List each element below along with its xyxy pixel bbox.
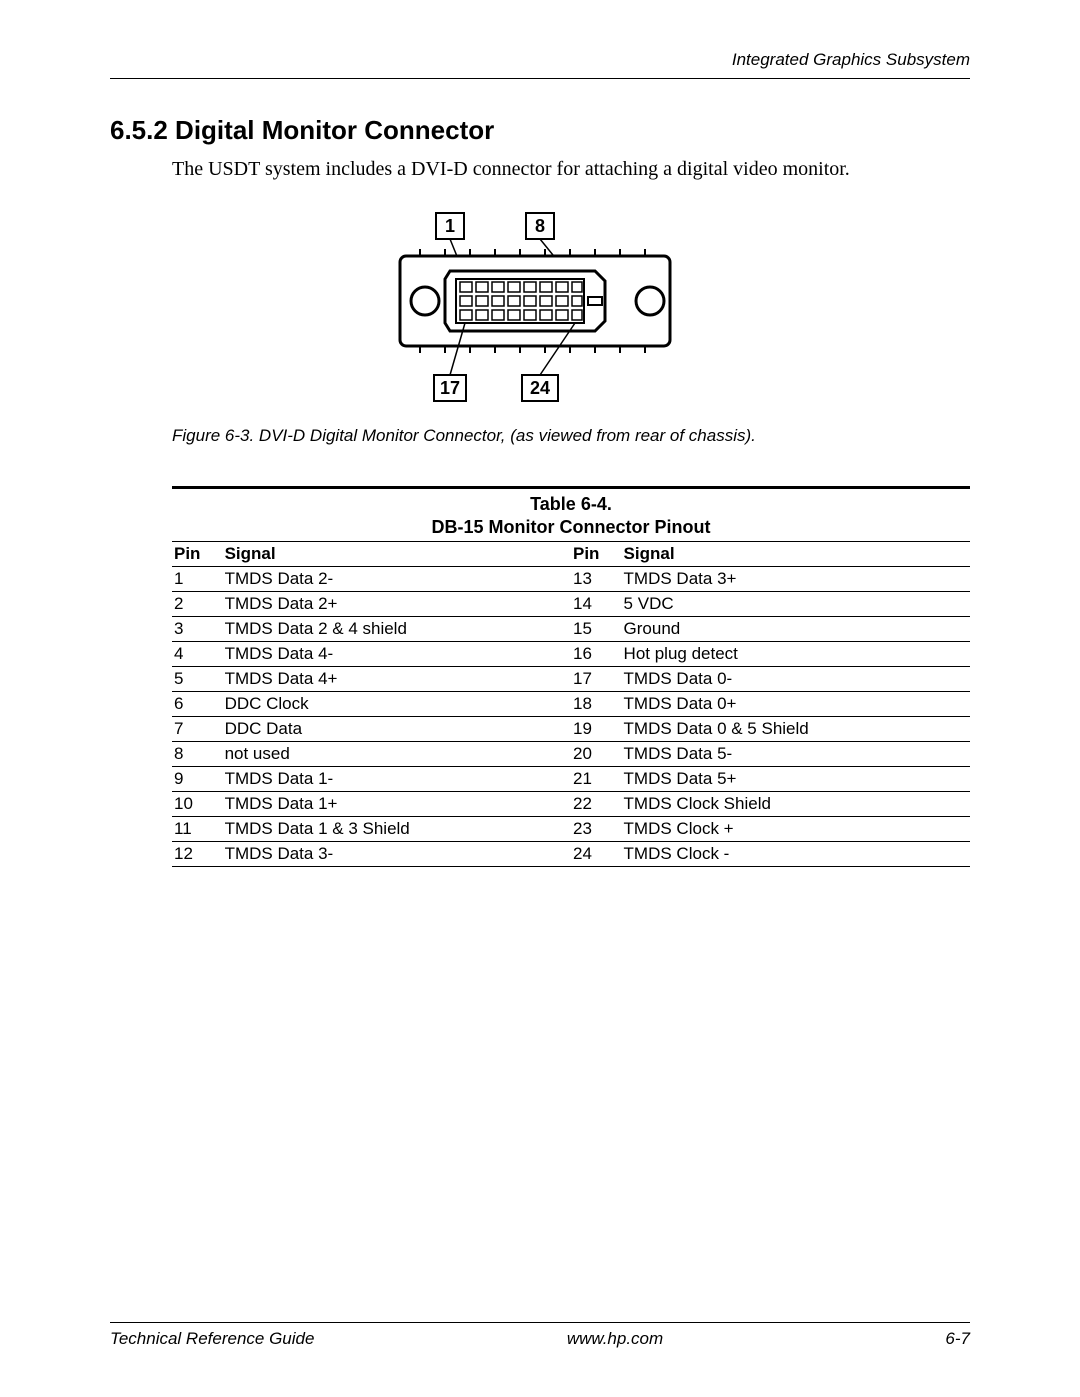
table-title-line2: DB-15 Monitor Connector Pinout xyxy=(432,517,711,537)
cell-signal: TMDS Data 0+ xyxy=(622,692,970,717)
cell-pin: 13 xyxy=(571,567,622,592)
cell-signal: TMDS Data 0 & 5 Shield xyxy=(622,717,970,742)
cell-pin: 9 xyxy=(172,767,223,792)
table-row: 8not used20TMDS Data 5- xyxy=(172,742,970,767)
table-title-line1: Table 6-4. xyxy=(530,494,612,514)
cell-signal: TMDS Data 5+ xyxy=(622,767,970,792)
section-title: 6.5.2 Digital Monitor Connector xyxy=(110,115,970,146)
cell-signal: TMDS Data 2 & 4 shield xyxy=(223,617,571,642)
cell-signal: TMDS Data 4+ xyxy=(223,667,571,692)
cell-pin: 17 xyxy=(571,667,622,692)
label-1: 1 xyxy=(445,216,455,236)
cell-signal: TMDS Data 0- xyxy=(622,667,970,692)
footer-center: www.hp.com xyxy=(360,1329,870,1349)
table-row: 7DDC Data19TMDS Data 0 & 5 Shield xyxy=(172,717,970,742)
table-row: 12TMDS Data 3-24TMDS Clock - xyxy=(172,842,970,867)
cell-pin: 21 xyxy=(571,767,622,792)
table-row: 5TMDS Data 4+17TMDS Data 0- xyxy=(172,667,970,692)
cell-signal: TMDS Data 2+ xyxy=(223,592,571,617)
cell-pin: 7 xyxy=(172,717,223,742)
table-row: 9TMDS Data 1-21TMDS Data 5+ xyxy=(172,767,970,792)
col-pin-1: Pin xyxy=(172,542,223,567)
cell-pin: 10 xyxy=(172,792,223,817)
cell-pin: 18 xyxy=(571,692,622,717)
cell-signal: TMDS Data 4- xyxy=(223,642,571,667)
table-row: 1TMDS Data 2-13TMDS Data 3+ xyxy=(172,567,970,592)
cell-signal: TMDS Data 5- xyxy=(622,742,970,767)
cell-signal: not used xyxy=(223,742,571,767)
cell-signal: 5 VDC xyxy=(622,592,970,617)
cell-pin: 15 xyxy=(571,617,622,642)
cell-signal: TMDS Data 3- xyxy=(223,842,571,867)
dvi-connector-icon: 1 8 xyxy=(390,211,690,416)
table-header-row: Pin Signal Pin Signal xyxy=(172,542,970,567)
table-row: 2TMDS Data 2+145 VDC xyxy=(172,592,970,617)
label-17: 17 xyxy=(440,378,460,398)
cell-signal: DDC Data xyxy=(223,717,571,742)
cell-signal: DDC Clock xyxy=(223,692,571,717)
col-signal-1: Signal xyxy=(223,542,571,567)
running-title: Integrated Graphics Subsystem xyxy=(732,50,970,69)
cell-pin: 19 xyxy=(571,717,622,742)
running-header: Integrated Graphics Subsystem xyxy=(110,50,970,79)
cell-pin: 24 xyxy=(571,842,622,867)
cell-pin: 23 xyxy=(571,817,622,842)
cell-signal: Ground xyxy=(622,617,970,642)
cell-pin: 22 xyxy=(571,792,622,817)
cell-pin: 1 xyxy=(172,567,223,592)
cell-pin: 5 xyxy=(172,667,223,692)
pinout-table: Pin Signal Pin Signal 1TMDS Data 2-13TMD… xyxy=(172,541,970,867)
table-row: 10TMDS Data 1+22TMDS Clock Shield xyxy=(172,792,970,817)
intro-paragraph: The USDT system includes a DVI-D connect… xyxy=(172,158,970,181)
table-row: 6DDC Clock18TMDS Data 0+ xyxy=(172,692,970,717)
cell-pin: 16 xyxy=(571,642,622,667)
cell-signal: TMDS Clock - xyxy=(622,842,970,867)
table-row: 4TMDS Data 4-16Hot plug detect xyxy=(172,642,970,667)
table-row: 3TMDS Data 2 & 4 shield15Ground xyxy=(172,617,970,642)
cell-pin: 3 xyxy=(172,617,223,642)
col-signal-2: Signal xyxy=(622,542,970,567)
cell-signal: TMDS Clock + xyxy=(622,817,970,842)
label-24: 24 xyxy=(530,378,550,398)
figure-caption: Figure 6-3. DVI-D Digital Monitor Connec… xyxy=(172,426,970,446)
cell-signal: TMDS Data 1+ xyxy=(223,792,571,817)
label-8: 8 xyxy=(535,216,545,236)
pinout-table-wrap: Table 6-4. DB-15 Monitor Connector Pinou… xyxy=(172,486,970,867)
cell-pin: 4 xyxy=(172,642,223,667)
cell-pin: 14 xyxy=(571,592,622,617)
col-pin-2: Pin xyxy=(571,542,622,567)
cell-pin: 2 xyxy=(172,592,223,617)
cell-signal: TMDS Clock Shield xyxy=(622,792,970,817)
cell-pin: 11 xyxy=(172,817,223,842)
footer-right: 6-7 xyxy=(870,1329,970,1349)
cell-pin: 6 xyxy=(172,692,223,717)
cell-signal: Hot plug detect xyxy=(622,642,970,667)
table-title: Table 6-4. DB-15 Monitor Connector Pinou… xyxy=(172,486,970,541)
cell-signal: TMDS Data 1- xyxy=(223,767,571,792)
cell-pin: 20 xyxy=(571,742,622,767)
table-row: 11TMDS Data 1 & 3 Shield23TMDS Clock + xyxy=(172,817,970,842)
figure-dvi-connector: 1 8 xyxy=(110,211,970,416)
footer-left: Technical Reference Guide xyxy=(110,1329,360,1349)
cell-pin: 8 xyxy=(172,742,223,767)
cell-signal: TMDS Data 2- xyxy=(223,567,571,592)
page-footer: Technical Reference Guide www.hp.com 6-7 xyxy=(110,1322,970,1349)
cell-signal: TMDS Data 3+ xyxy=(622,567,970,592)
cell-pin: 12 xyxy=(172,842,223,867)
cell-signal: TMDS Data 1 & 3 Shield xyxy=(223,817,571,842)
